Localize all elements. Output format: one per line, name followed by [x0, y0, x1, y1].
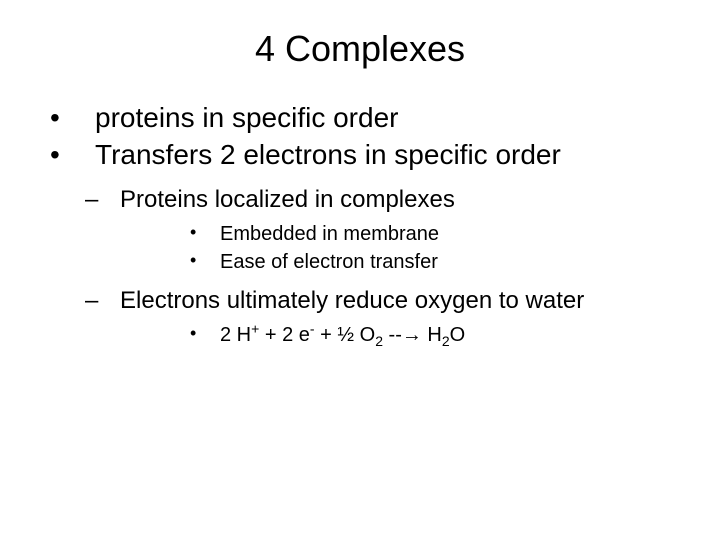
sub-bullet-label: Proteins localized in complexes — [120, 186, 455, 213]
slide-title: 4 Complexes — [30, 28, 690, 70]
bullet-item: Transfers 2 electrons in specific order — [40, 137, 690, 172]
equation-text: --→ H — [383, 324, 442, 346]
sub-bullet-label: Electrons ultimately reduce oxygen to wa… — [120, 287, 584, 314]
bullet-list-level3: 2 H+ + 2 e- + ½ O2 --→ H2O — [120, 322, 690, 348]
subscript: 2 — [375, 333, 383, 349]
bullet-list-level2: Proteins localized in complexes Embedded… — [30, 184, 690, 348]
bullet-item: proteins in specific order — [40, 100, 690, 135]
sub-bullet-item: Electrons ultimately reduce oxygen to wa… — [75, 285, 690, 348]
bullet-list-level3: Embedded in membrane Ease of electron tr… — [120, 221, 690, 275]
subsub-bullet-item: Embedded in membrane — [180, 221, 690, 247]
equation-text: O — [450, 324, 466, 346]
subsub-bullet-item: Ease of electron transfer — [180, 249, 690, 275]
sub-bullet-item: Proteins localized in complexes Embedded… — [75, 184, 690, 275]
equation-text: 2 H — [220, 324, 251, 346]
subscript: 2 — [442, 333, 450, 349]
equation-item: 2 H+ + 2 e- + ½ O2 --→ H2O — [180, 322, 690, 348]
equation-text: + ½ O — [315, 324, 376, 346]
equation-text: + 2 e — [259, 324, 310, 346]
bullet-list-level1: proteins in specific order Transfers 2 e… — [30, 100, 690, 172]
